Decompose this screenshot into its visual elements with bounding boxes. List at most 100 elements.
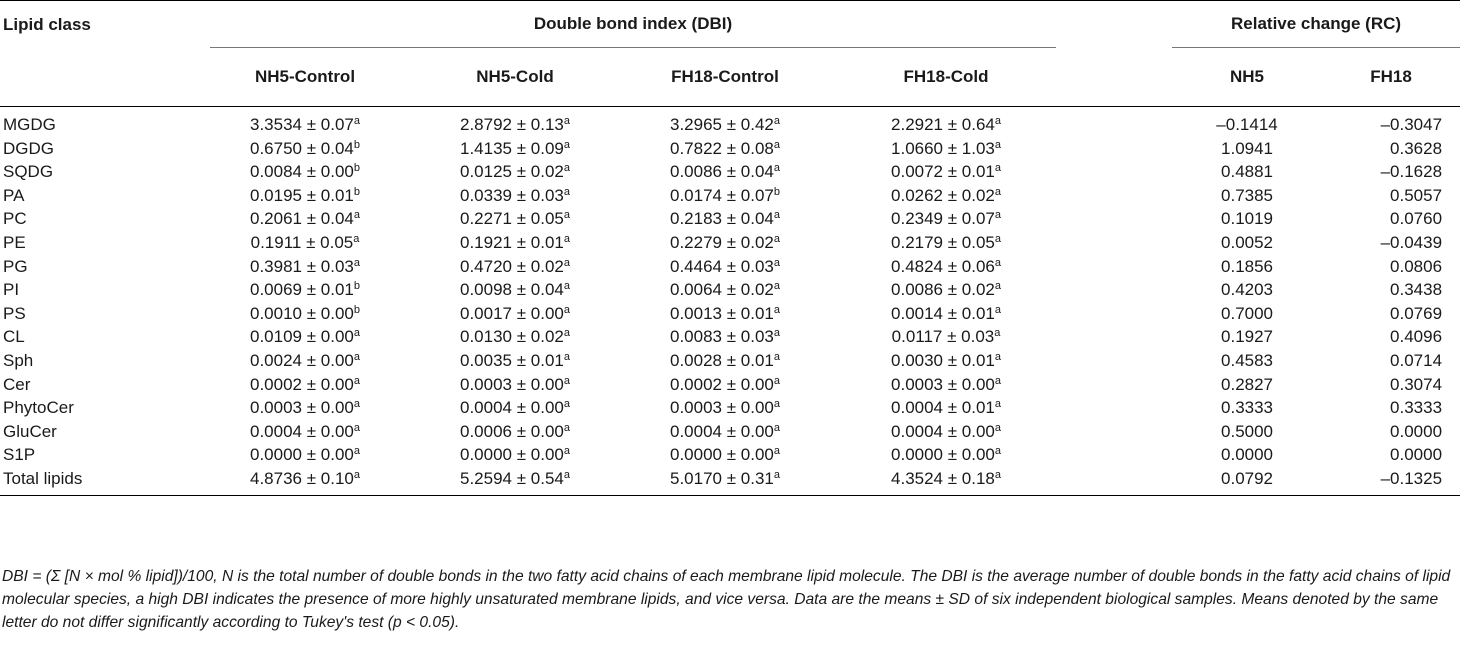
spacer-cell — [1062, 373, 1172, 397]
significance-letter: a — [773, 280, 780, 293]
dbi-cell: 3.3534 ± 0.07a — [200, 107, 410, 137]
dbi-cell: 0.0014 ± 0.01a — [830, 302, 1062, 326]
lipid-class-cell: PI — [3, 280, 20, 300]
lipid-class-cell: Total lipids — [0, 466, 200, 496]
significance-letter: a — [773, 445, 780, 458]
significance-letter: a — [563, 232, 570, 245]
header-rc-nh5: NH5 — [1230, 67, 1265, 86]
dbi-cell: 0.6750 ± 0.04b — [200, 137, 410, 161]
dbi-cell: 1.4135 ± 0.09a — [410, 137, 620, 161]
rc-nh5-cell: 0.4583 — [1221, 350, 1274, 370]
dbi-cell: 5.2594 ± 0.54a — [410, 466, 620, 496]
significance-letter: a — [773, 327, 780, 340]
dbi-value: 0.0083 ± 0.03 — [670, 327, 774, 347]
dbi-value: 0.0002 ± 0.00 — [670, 374, 774, 394]
dbi-value: 0.0003 ± 0.00 — [460, 374, 564, 394]
rc-fh18-cell: 0.0714 — [1390, 350, 1443, 370]
spacer-cell — [1062, 160, 1172, 184]
significance-letter: a — [353, 232, 360, 245]
dbi-value: 3.3534 ± 0.07 — [250, 115, 354, 134]
lipid-class-cell: MGDG — [3, 115, 56, 134]
dbi-value: 0.2061 ± 0.04 — [250, 209, 354, 229]
lipid-class-cell: PhytoCer — [3, 398, 74, 418]
spacer-cell — [1062, 420, 1172, 444]
table-row: Total lipids 4.8736 ± 0.10a 5.2594 ± 0.54a… — [0, 466, 1460, 496]
dbi-value: 0.0004 ± 0.00 — [891, 421, 995, 441]
dbi-value: 2.8792 ± 0.13 — [460, 115, 564, 134]
dbi-value: 0.0014 ± 0.01 — [891, 303, 995, 323]
significance-letter: a — [353, 256, 360, 269]
dbi-cell: 0.0003 ± 0.00a — [410, 373, 620, 397]
dbi-value: 0.7822 ± 0.08 — [670, 138, 774, 158]
spacer-cell — [1062, 325, 1172, 349]
lipid-class-cell: PA — [3, 185, 25, 205]
dbi-cell: 0.2271 ± 0.05a — [410, 207, 620, 231]
spacer-cell — [1062, 302, 1172, 326]
significance-letter: a — [563, 162, 570, 175]
dbi-cell: 0.0064 ± 0.02a — [620, 278, 830, 302]
significance-letter: a — [563, 280, 570, 293]
dbi-value: 0.1921 ± 0.01 — [460, 232, 564, 252]
significance-letter: a — [994, 374, 1001, 387]
dbi-cell: 0.0174 ± 0.07b — [620, 184, 830, 208]
significance-letter: a — [563, 445, 570, 458]
dbi-value: 0.0010 ± 0.00 — [250, 303, 354, 323]
dbi-cell: 0.0002 ± 0.00a — [620, 373, 830, 397]
significance-letter: a — [353, 115, 360, 127]
rc-nh5-cell: 0.3333 — [1221, 398, 1274, 418]
dbi-cell: 2.8792 ± 0.13a — [410, 107, 620, 137]
rc-nh5-cell: 0.2827 — [1221, 374, 1274, 394]
dbi-cell: 0.0098 ± 0.04a — [410, 278, 620, 302]
dbi-cell: 0.0000 ± 0.00a — [830, 443, 1062, 467]
significance-letter: a — [773, 256, 780, 269]
significance-letter: a — [994, 327, 1001, 340]
significance-letter: a — [994, 303, 1001, 316]
dbi-value: 0.2271 ± 0.05 — [460, 209, 564, 229]
dbi-cell: 0.0004 ± 0.00a — [830, 420, 1062, 444]
dbi-cell: 0.2179 ± 0.05a — [830, 231, 1062, 255]
lipid-class-cell: Cer — [3, 374, 31, 394]
table-row: Sph 0.0024 ± 0.00a 0.0035 ± 0.01a 0.0028 ± … — [0, 349, 1460, 373]
dbi-value: 0.0069 ± 0.01 — [250, 280, 354, 300]
dbi-value: 0.0000 ± 0.00 — [670, 445, 774, 465]
rc-fh18-cell: –0.0439 — [1380, 232, 1443, 252]
header-rc-fh18: FH18 — [1370, 67, 1412, 86]
significance-letter: a — [773, 468, 780, 481]
spacer-cell — [1062, 443, 1172, 467]
table-row: PS 0.0010 ± 0.00b 0.0017 ± 0.00a 0.0013 ± 0… — [0, 302, 1460, 326]
dbi-value: 0.2183 ± 0.04 — [670, 209, 774, 229]
lipid-class-cell: PC — [3, 209, 27, 229]
dbi-cell: 0.0125 ± 0.02a — [410, 160, 620, 184]
dbi-cell: 0.0000 ± 0.00a — [200, 443, 410, 467]
dbi-value: 0.0003 ± 0.00 — [670, 398, 774, 418]
header-col-fh18-control: FH18-Control — [671, 67, 779, 86]
dbi-cell: 0.4824 ± 0.06a — [830, 255, 1062, 279]
rc-nh5-cell: 0.0000 — [1221, 445, 1274, 465]
rc-fh18-cell: 0.5057 — [1390, 185, 1443, 205]
dbi-value: 0.2279 ± 0.02 — [670, 232, 774, 252]
significance-letter: a — [563, 185, 570, 198]
dbi-cell: 0.0024 ± 0.00a — [200, 349, 410, 373]
table-row: PE 0.1911 ± 0.05a 0.1921 ± 0.01a 0.2279 ± 0… — [0, 231, 1460, 255]
dbi-cell: 0.0072 ± 0.01a — [830, 160, 1062, 184]
significance-letter: a — [353, 421, 360, 434]
dbi-cell: 0.0006 ± 0.00a — [410, 420, 620, 444]
significance-letter: a — [994, 256, 1001, 269]
header-blank — [0, 48, 200, 107]
spacer-cell — [1062, 349, 1172, 373]
significance-letter: b — [353, 185, 360, 198]
dbi-cell: 0.2279 ± 0.02a — [620, 231, 830, 255]
dbi-value: 0.0117 ± 0.03 — [891, 327, 995, 347]
significance-letter: a — [994, 350, 1001, 363]
dbi-value: 0.0004 ± 0.00 — [460, 398, 564, 418]
dbi-value: 0.0064 ± 0.02 — [670, 280, 774, 300]
dbi-value: 0.0002 ± 0.00 — [250, 374, 354, 394]
dbi-value: 0.0086 ± 0.04 — [670, 162, 774, 182]
significance-letter: a — [994, 421, 1001, 434]
dbi-cell: 4.3524 ± 0.18a — [830, 466, 1063, 496]
lipid-class-cell: PS — [3, 303, 26, 323]
lipid-class-cell: SQDG — [3, 162, 54, 182]
dbi-cell: 0.0069 ± 0.01b — [200, 278, 410, 302]
dbi-value: 3.2965 ± 0.42 — [670, 115, 774, 134]
